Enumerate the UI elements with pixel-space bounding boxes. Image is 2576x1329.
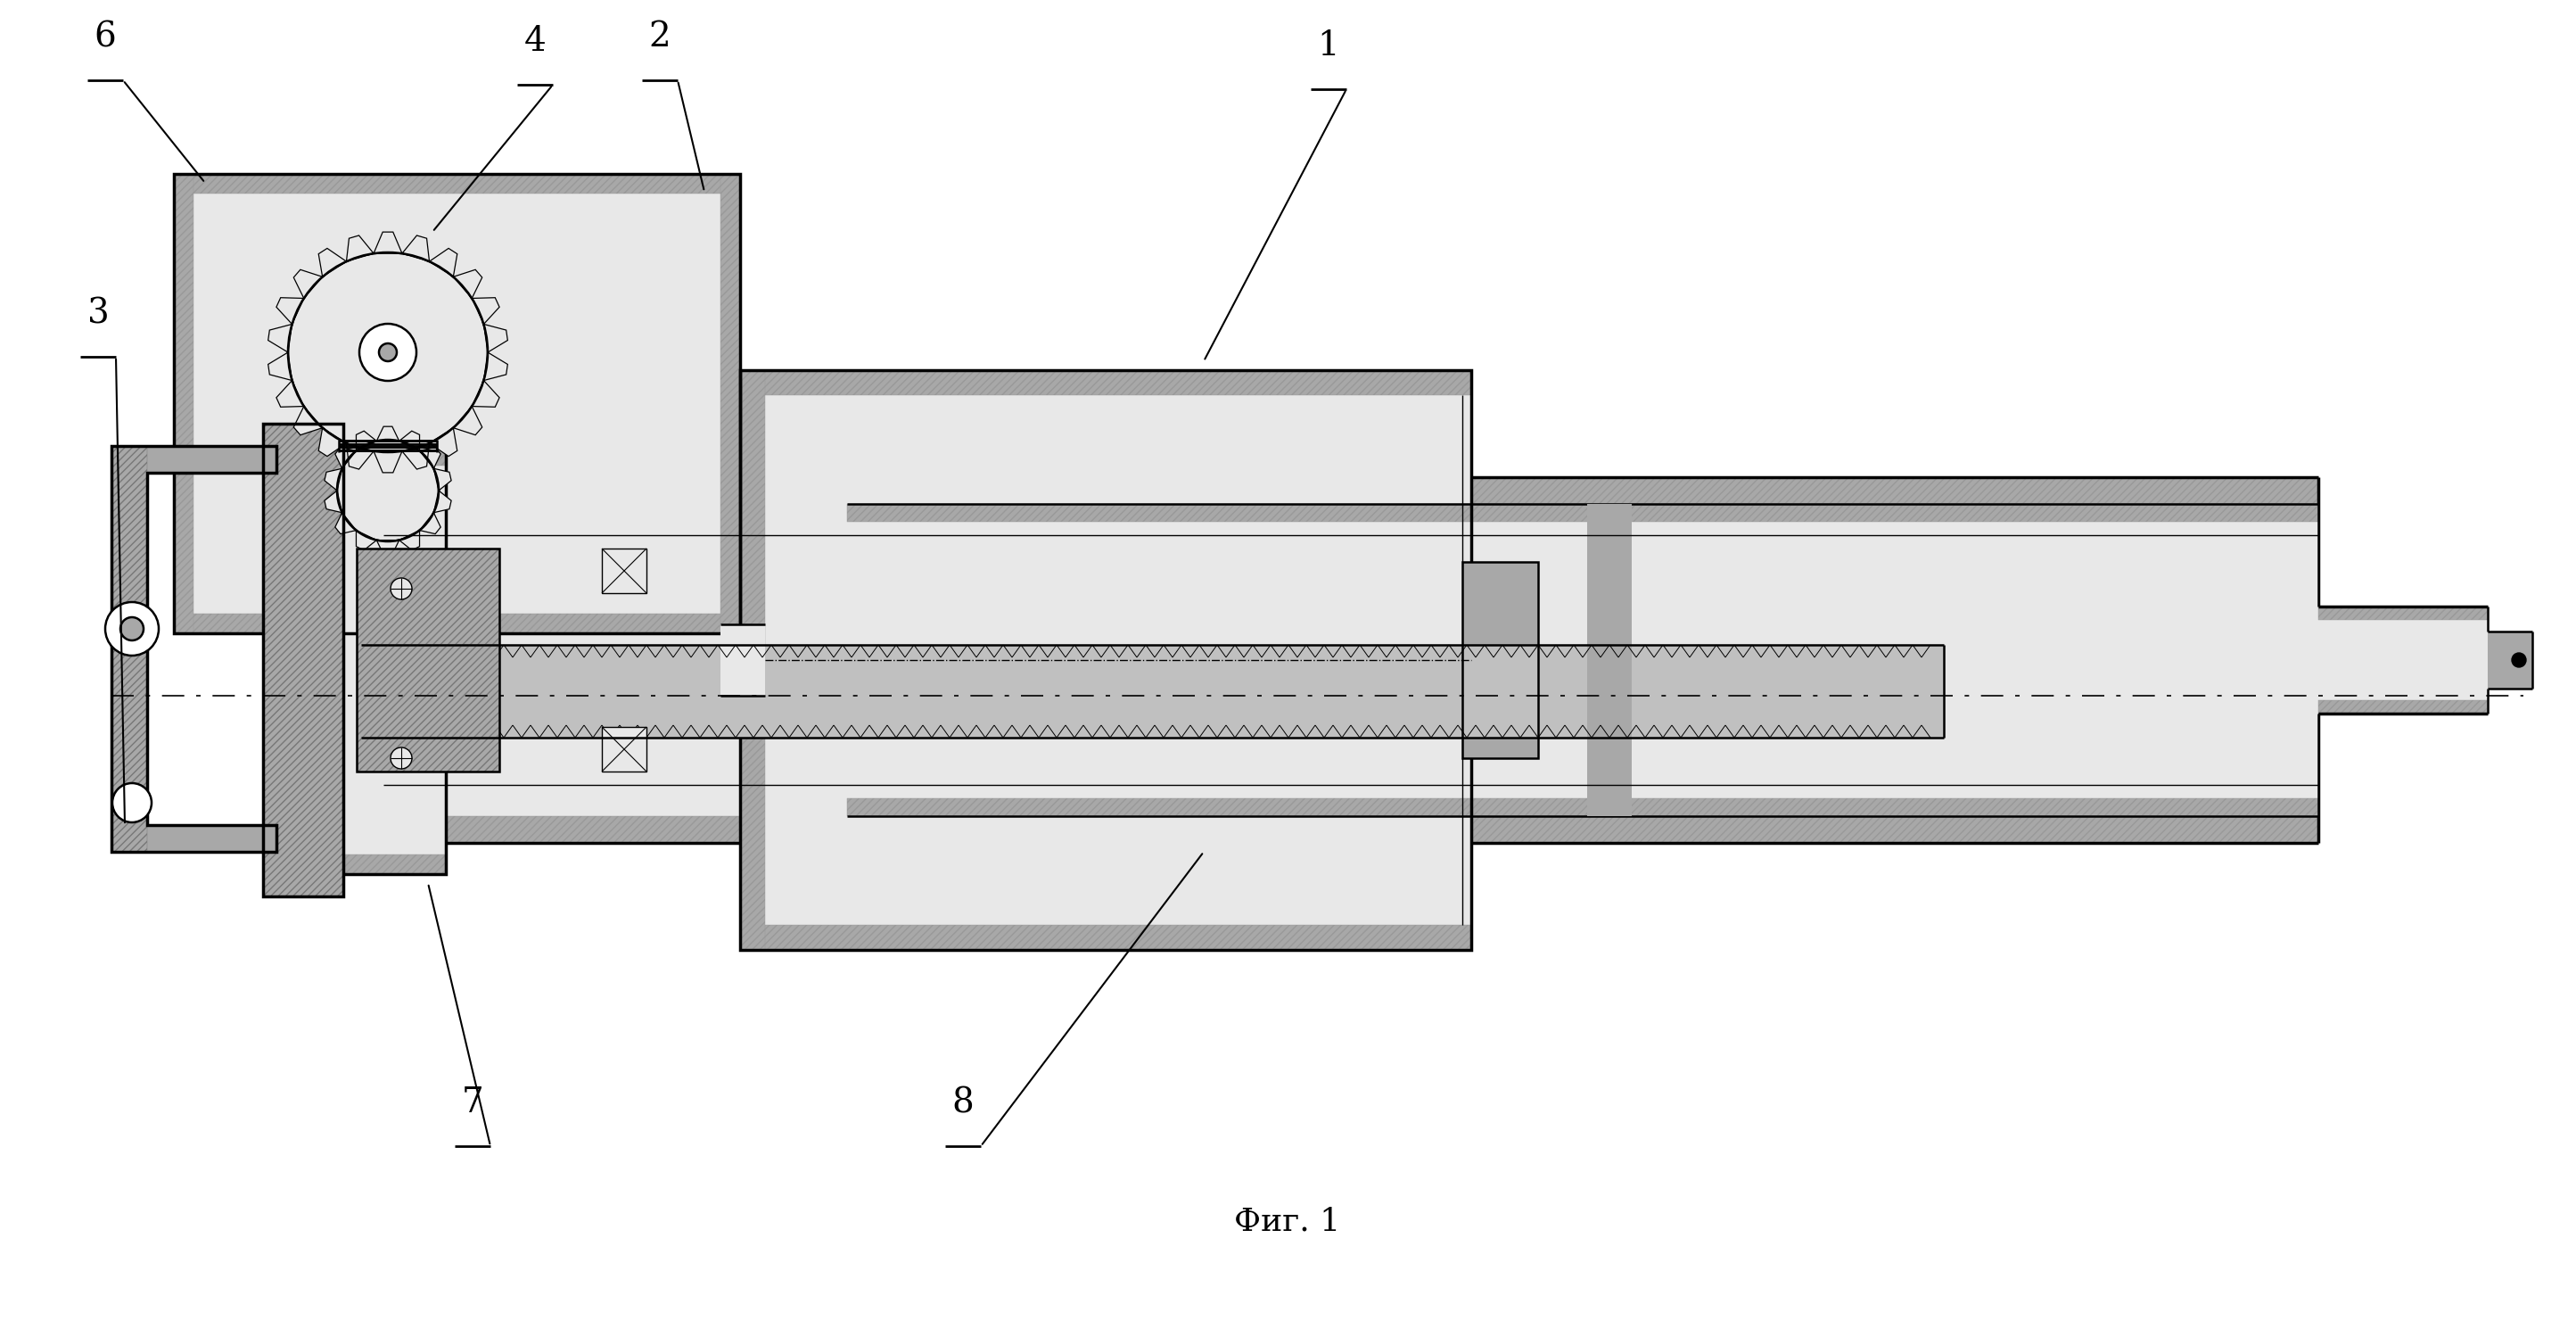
Bar [348,477,2318,843]
Bar [739,371,1471,950]
Bar [1463,562,1538,758]
Polygon shape [453,407,482,435]
Bar [361,645,1945,738]
Polygon shape [430,249,456,276]
Text: 6: 6 [95,20,116,53]
Polygon shape [433,469,451,490]
Bar [721,174,739,634]
Polygon shape [268,324,291,352]
Bar [276,855,446,874]
Polygon shape [399,530,420,550]
Polygon shape [484,352,507,380]
Polygon shape [433,490,451,513]
Bar [173,174,739,194]
Bar [340,440,438,452]
Bar [263,424,343,896]
Bar [263,424,343,896]
Polygon shape [276,380,304,407]
Polygon shape [325,469,343,490]
Bar [111,447,147,852]
Polygon shape [453,270,482,298]
Bar [173,174,193,634]
Polygon shape [355,431,376,451]
Bar [739,925,1471,950]
Polygon shape [111,447,276,852]
Text: 3: 3 [88,296,108,330]
Bar [276,447,446,874]
Polygon shape [294,270,322,298]
Polygon shape [276,298,304,324]
Polygon shape [420,448,440,469]
Bar [1463,562,1538,758]
Text: 8: 8 [953,1086,974,1119]
Bar [848,504,2318,522]
Polygon shape [402,235,430,262]
Polygon shape [484,324,507,352]
Text: 7: 7 [461,1086,484,1119]
Bar [355,549,500,772]
Circle shape [289,253,487,452]
Polygon shape [355,530,376,550]
Bar [848,799,2318,816]
Polygon shape [402,443,430,469]
Circle shape [121,617,144,641]
Bar [1587,504,1631,816]
Polygon shape [420,513,440,534]
Circle shape [358,324,417,381]
Bar [739,371,1471,395]
Bar [355,549,500,772]
Bar [348,816,2318,843]
Polygon shape [471,380,500,407]
Polygon shape [345,443,374,469]
Circle shape [379,343,397,361]
Circle shape [392,578,412,599]
Text: 1: 1 [1316,29,1340,62]
Circle shape [337,440,438,541]
Polygon shape [399,431,420,451]
Bar [739,371,765,950]
Bar [263,424,343,896]
Text: Фиг. 1: Фиг. 1 [1234,1207,1340,1237]
Polygon shape [335,513,355,534]
Polygon shape [376,427,399,441]
Bar [276,447,296,874]
Polygon shape [268,352,291,380]
Bar [276,447,446,465]
Text: 2: 2 [649,20,670,53]
Bar [739,371,1471,950]
Bar [348,477,2318,504]
Bar [603,549,647,593]
Bar [848,504,2318,816]
Bar [355,549,500,772]
Bar [173,614,739,634]
Bar [2488,631,2532,688]
Polygon shape [374,452,402,473]
Bar [2318,606,2488,619]
Polygon shape [335,448,355,469]
Bar [173,174,739,634]
Polygon shape [319,249,345,276]
Bar [603,549,647,593]
Bar [721,625,765,695]
Polygon shape [374,233,402,254]
Polygon shape [319,428,345,456]
Circle shape [392,747,412,769]
Bar [2318,606,2488,714]
Polygon shape [471,298,500,324]
Polygon shape [376,540,399,554]
Polygon shape [294,407,322,435]
Circle shape [2512,653,2527,667]
Text: 4: 4 [523,25,546,58]
Circle shape [113,783,152,823]
Bar [2318,700,2488,714]
Circle shape [106,602,160,655]
Polygon shape [325,490,343,513]
Polygon shape [430,428,456,456]
Bar [603,727,647,772]
Bar [603,727,647,772]
Bar [276,447,446,874]
Polygon shape [345,235,374,262]
Bar [173,174,739,634]
